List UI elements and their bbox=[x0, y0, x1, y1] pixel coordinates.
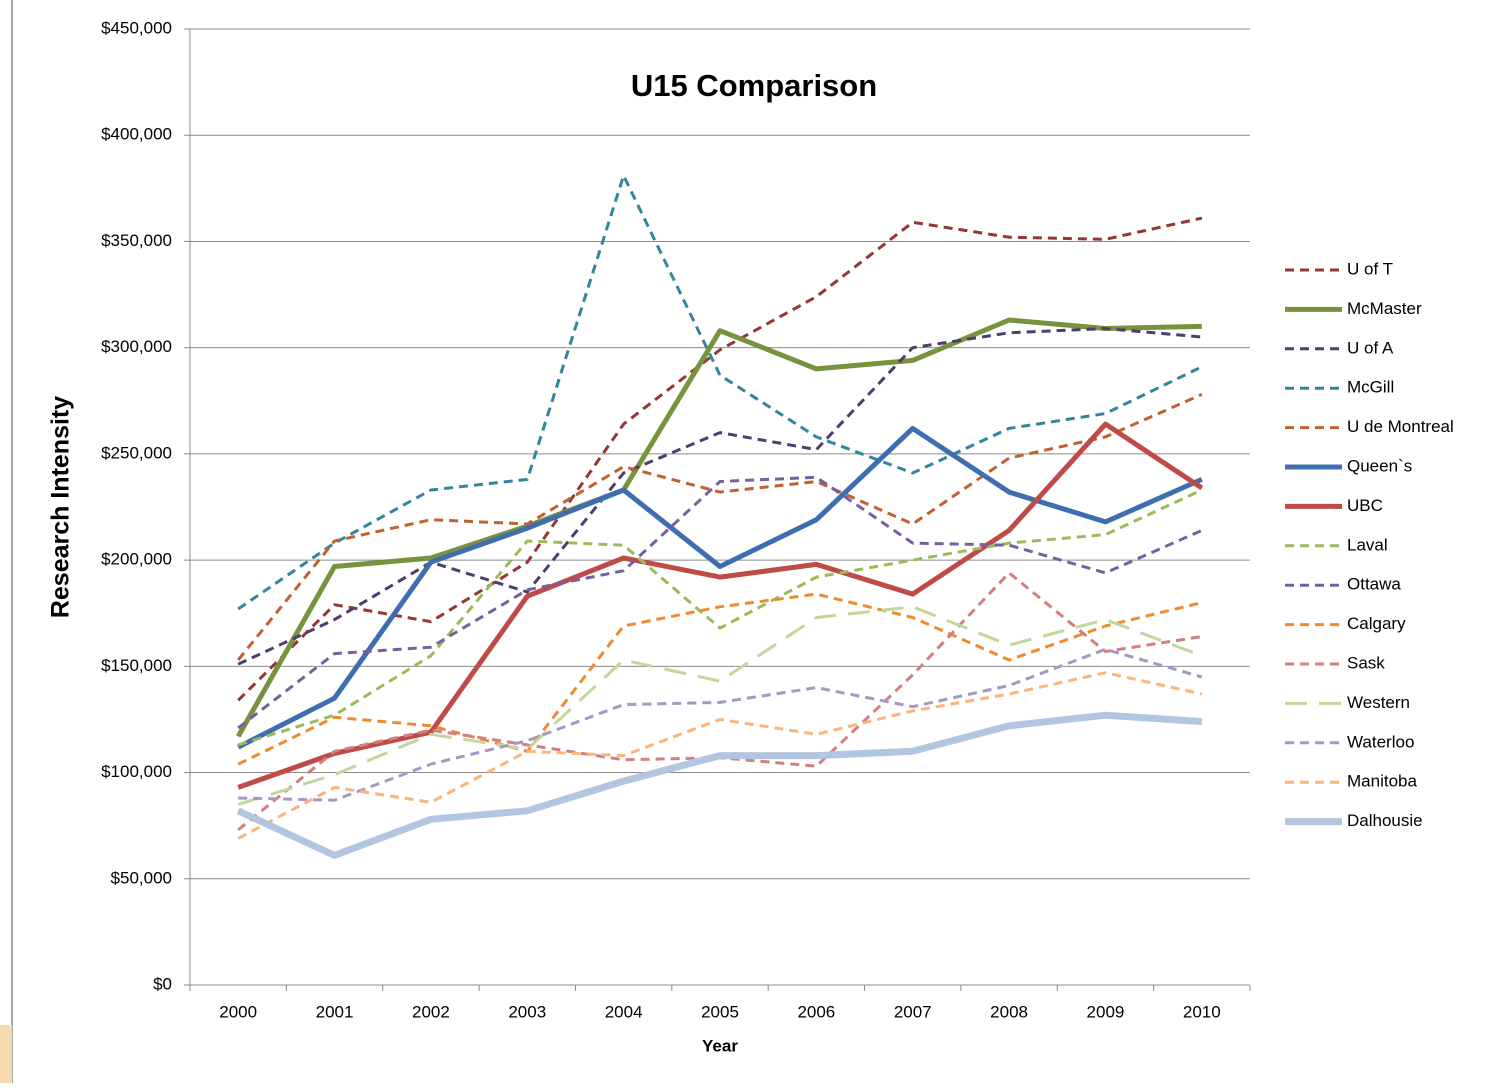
series-line bbox=[237, 605, 1203, 806]
legend-label: Laval bbox=[1347, 535, 1388, 554]
series-line bbox=[237, 393, 1203, 661]
x-tick-label: 2010 bbox=[1183, 1002, 1221, 1021]
legend-label: Ottawa bbox=[1347, 575, 1401, 594]
series-line bbox=[237, 174, 1203, 611]
series-line bbox=[237, 421, 1204, 790]
x-tick-label: 2006 bbox=[797, 1002, 835, 1021]
legend-label: McMaster bbox=[1347, 299, 1422, 318]
x-tick-label: 2001 bbox=[316, 1002, 354, 1021]
x-axis-label: Year bbox=[702, 1036, 738, 1055]
series-line bbox=[237, 488, 1203, 747]
series-line bbox=[237, 327, 1202, 666]
legend-label: U de Montreal bbox=[1347, 417, 1454, 436]
y-tick-label: $100,000 bbox=[101, 762, 172, 781]
series-line bbox=[237, 425, 1203, 750]
x-tick-label: 2002 bbox=[412, 1002, 450, 1021]
x-tick-label: 2000 bbox=[219, 1002, 257, 1021]
y-tick-label: $400,000 bbox=[101, 125, 172, 144]
y-tick-label: $450,000 bbox=[101, 18, 172, 37]
legend-label: Waterloo bbox=[1347, 732, 1414, 751]
y-tick-label: $50,000 bbox=[111, 868, 172, 887]
series-line bbox=[236, 317, 1202, 738]
legend-label: Dalhousie bbox=[1347, 811, 1423, 830]
series-line bbox=[236, 711, 1203, 859]
x-tick-label: 2003 bbox=[508, 1002, 546, 1021]
x-tick-label: 2004 bbox=[605, 1002, 643, 1021]
frame-corner bbox=[0, 1025, 12, 1083]
chart-title: U15 Comparison bbox=[631, 68, 877, 103]
y-tick-label: $250,000 bbox=[101, 443, 172, 462]
legend-label: McGill bbox=[1347, 378, 1394, 397]
y-axis-label: Research Intensity bbox=[47, 396, 75, 618]
y-tick-label: $300,000 bbox=[101, 337, 172, 356]
x-tick-label: 2008 bbox=[990, 1002, 1028, 1021]
y-tick-label: $0 bbox=[153, 974, 172, 993]
legend-label: Sask bbox=[1347, 653, 1385, 672]
series-line bbox=[237, 592, 1203, 766]
legend-label: Manitoba bbox=[1347, 772, 1417, 791]
series-line bbox=[237, 671, 1203, 840]
x-tick-label: 2007 bbox=[894, 1002, 932, 1021]
legend-label: U of T bbox=[1347, 259, 1393, 278]
x-tick-label: 2009 bbox=[1087, 1002, 1125, 1021]
legend-label: UBC bbox=[1347, 496, 1383, 515]
series-line bbox=[238, 647, 1203, 802]
y-tick-label: $150,000 bbox=[101, 656, 172, 675]
legend-label: U of A bbox=[1347, 338, 1394, 357]
series-line bbox=[237, 216, 1203, 702]
legend-label: Western bbox=[1347, 693, 1410, 712]
y-tick-label: $350,000 bbox=[101, 231, 172, 250]
series-line bbox=[237, 475, 1203, 730]
legend-label: Queen`s bbox=[1347, 456, 1412, 475]
y-tick-label: $200,000 bbox=[101, 550, 172, 569]
x-tick-label: 2005 bbox=[701, 1002, 739, 1021]
legend-label: Calgary bbox=[1347, 614, 1406, 633]
